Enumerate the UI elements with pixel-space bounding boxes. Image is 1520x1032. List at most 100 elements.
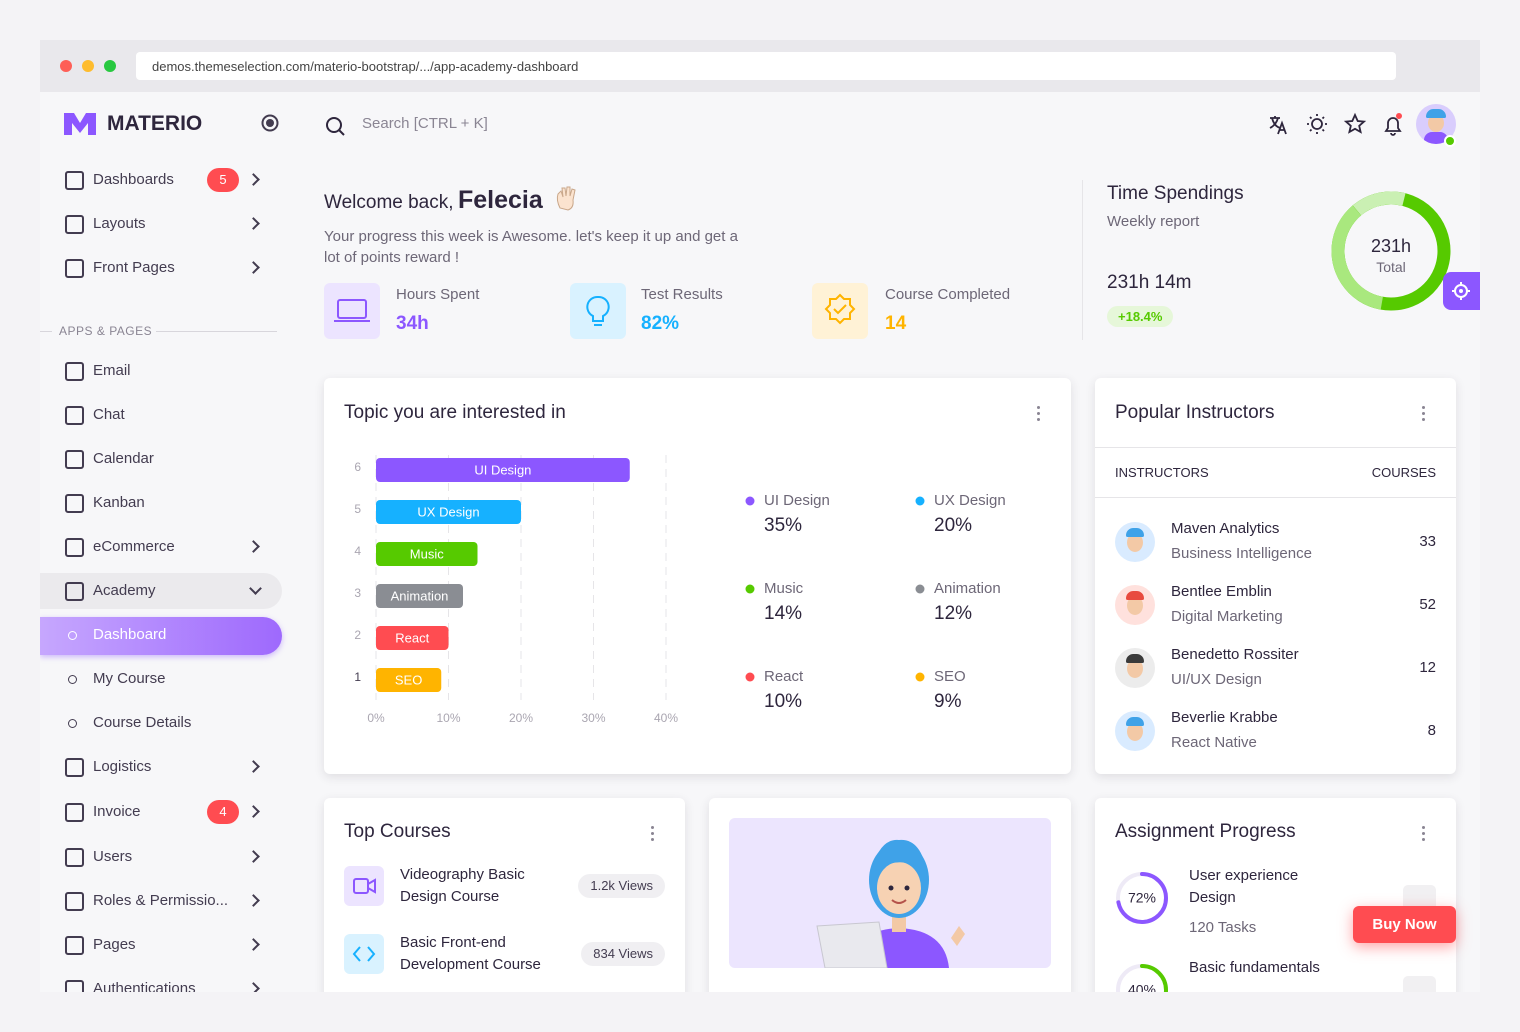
buy-now-button[interactable]: Buy Now bbox=[1353, 906, 1456, 943]
menu-item[interactable]: Logistics bbox=[40, 749, 282, 785]
menu-chevron bbox=[247, 805, 260, 818]
card-menu[interactable] bbox=[1422, 823, 1426, 844]
menu-label: Roles & Permissio... bbox=[93, 892, 229, 909]
menu-badge: 4 bbox=[207, 800, 239, 824]
shortcut-icon[interactable] bbox=[1343, 112, 1367, 134]
search-icon[interactable] bbox=[324, 115, 346, 137]
instructor-courses: 33 bbox=[1419, 533, 1436, 550]
menu-icon bbox=[65, 892, 84, 911]
menu-item[interactable]: Kanban bbox=[40, 485, 282, 521]
menu-item[interactable]: eCommerce bbox=[40, 529, 282, 565]
menu-label: Email bbox=[93, 362, 131, 379]
menu-item[interactable]: Invoice 4 bbox=[40, 794, 282, 830]
menu-item[interactable]: Calendar bbox=[40, 441, 282, 477]
window-dot[interactable] bbox=[82, 60, 94, 72]
menu-item[interactable]: Course Details bbox=[40, 705, 282, 741]
avatar-face bbox=[1127, 596, 1143, 615]
instructor-avatar bbox=[1115, 585, 1155, 625]
menu-item[interactable]: Pages bbox=[40, 927, 282, 963]
x-tick-label: 0% bbox=[367, 711, 385, 725]
card-menu[interactable] bbox=[1422, 403, 1426, 424]
instructor-name: Benedetto Rossiter bbox=[1171, 646, 1299, 663]
menu-item[interactable]: Front Pages bbox=[40, 250, 282, 286]
legend-label: SEO bbox=[934, 668, 966, 685]
instructor-field: Business Intelligence bbox=[1171, 545, 1312, 562]
menu-label: eCommerce bbox=[93, 538, 175, 555]
avatar-hair bbox=[1126, 528, 1144, 537]
instructor-name: Beverlie Krabbe bbox=[1171, 709, 1278, 726]
avatar-face bbox=[1127, 722, 1143, 741]
menu-item[interactable]: My Course bbox=[40, 661, 282, 697]
notification-icon[interactable] bbox=[1384, 117, 1402, 136]
bar bbox=[376, 668, 442, 692]
menu-item[interactable]: Academy bbox=[40, 573, 282, 609]
menu-chevron bbox=[247, 982, 260, 992]
window-dot[interactable] bbox=[104, 60, 116, 72]
legend-label: Music bbox=[764, 580, 804, 597]
menu-icon bbox=[65, 171, 84, 190]
url: demos.themeselection.com/materio-bootstr… bbox=[152, 59, 579, 74]
course-title: Videography Basic Design Course bbox=[400, 866, 525, 905]
legend-marker bbox=[915, 584, 925, 594]
customizer-button[interactable] bbox=[1443, 272, 1480, 310]
menu-item[interactable]: Email bbox=[40, 353, 282, 389]
x-tick-label: 40% bbox=[654, 711, 678, 725]
theme-icon[interactable] bbox=[1311, 118, 1323, 130]
bar-label: SEO bbox=[395, 672, 422, 687]
menu-label: Course Details bbox=[93, 714, 192, 731]
menu-chevron bbox=[247, 217, 260, 230]
donut-label: Total bbox=[1376, 259, 1406, 275]
search-input[interactable]: Search [CTRL + K] bbox=[362, 115, 488, 132]
menu-label: Dashboards bbox=[93, 171, 174, 188]
bar-label: UI Design bbox=[474, 462, 531, 477]
wave-icon bbox=[556, 186, 576, 211]
section-title: APPS & PAGES bbox=[59, 324, 153, 338]
menu-item[interactable]: Dashboard bbox=[40, 617, 282, 653]
stat-label: Course Completed bbox=[885, 286, 1011, 303]
row-action[interactable] bbox=[1403, 976, 1436, 992]
menu-label: Authentications bbox=[93, 980, 196, 992]
menu-icon bbox=[65, 215, 84, 234]
y-tick-label: 5 bbox=[354, 502, 361, 516]
menu-item[interactable]: Roles & Permissio... bbox=[40, 883, 282, 919]
bar-label: Animation bbox=[391, 588, 449, 603]
menu-toggle[interactable] bbox=[260, 113, 280, 133]
menu-item[interactable]: Authentications bbox=[40, 971, 282, 992]
user-name: Felecia bbox=[457, 186, 543, 214]
time-donut bbox=[1331, 191, 1451, 311]
url-field[interactable]: demos.themeselection.com/materio-bootstr… bbox=[136, 52, 1396, 80]
translate-icon[interactable] bbox=[1269, 116, 1287, 135]
legend-marker bbox=[745, 496, 755, 506]
menu-chevron bbox=[247, 938, 260, 951]
menu-chevron bbox=[249, 582, 262, 595]
window-dot[interactable] bbox=[60, 60, 72, 72]
instructor-field: React Native bbox=[1171, 734, 1257, 751]
bar-label: React bbox=[395, 630, 429, 645]
menu-label: My Course bbox=[93, 670, 166, 687]
course-icon bbox=[344, 934, 384, 974]
x-tick-label: 10% bbox=[436, 711, 460, 725]
course-views: 834 Views bbox=[581, 942, 665, 966]
stat-value: 82% bbox=[641, 313, 680, 334]
legend-marker bbox=[915, 496, 925, 506]
status-dot bbox=[1444, 135, 1456, 147]
menu-icon bbox=[65, 259, 84, 278]
card-menu[interactable] bbox=[651, 823, 655, 844]
menu-item[interactable]: Chat bbox=[40, 397, 282, 433]
topbar-icons bbox=[1269, 112, 1402, 136]
card-menu[interactable] bbox=[1037, 403, 1041, 424]
instructor-courses: 8 bbox=[1427, 722, 1436, 739]
user-avatar[interactable] bbox=[1416, 104, 1456, 144]
menu-badge: 5 bbox=[207, 168, 239, 192]
menu-label: Invoice bbox=[93, 803, 141, 820]
menu-active-bg bbox=[40, 617, 282, 655]
divider bbox=[1095, 447, 1456, 448]
instructor-courses: 52 bbox=[1419, 596, 1436, 613]
progress-label: 72% bbox=[1128, 890, 1156, 906]
stat-label: Hours Spent bbox=[396, 286, 480, 303]
menu-item[interactable]: Dashboards 5 bbox=[40, 162, 282, 198]
topic-chart: 0% 10% 20% 30% 40% 6 UI Design UI Design 35% 5 UX … bbox=[354, 455, 1006, 725]
menu-item[interactable]: Layouts bbox=[40, 206, 282, 242]
menu-item[interactable]: Users bbox=[40, 839, 282, 875]
stat-value: 34h bbox=[396, 313, 429, 334]
